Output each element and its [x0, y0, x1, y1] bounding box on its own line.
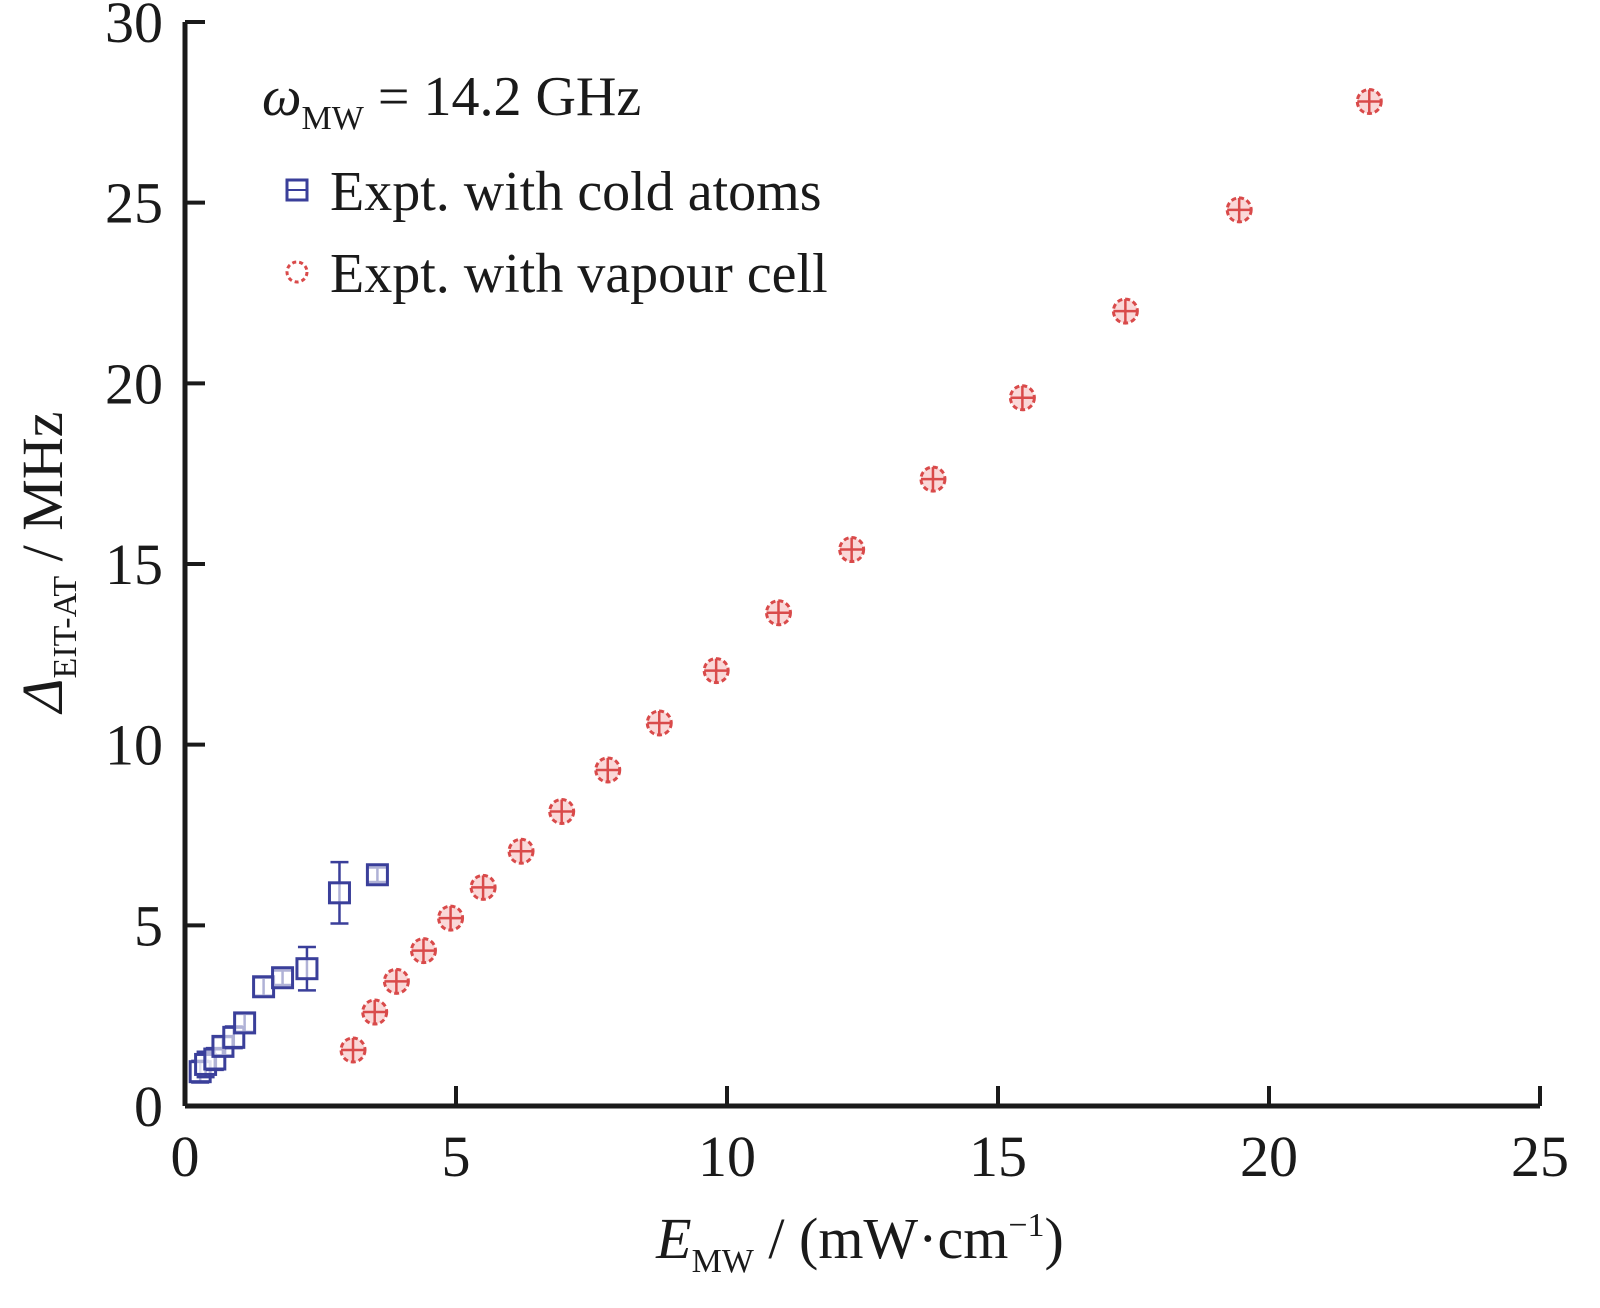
- y-axis-unit: / MHz: [10, 412, 75, 576]
- y-tick-label: 10: [105, 713, 163, 778]
- x-axis-symbol: E: [655, 1206, 691, 1271]
- data-point-square: [233, 1011, 257, 1035]
- frequency-annotation: ωMW = 14.2 GHz: [262, 66, 641, 137]
- ticks: 0 5 10 15 20 25 0 5 10 15 20 25 30: [105, 0, 1569, 1189]
- y-axis-symbol: Δ: [10, 678, 75, 714]
- data-point-square: [252, 975, 276, 999]
- annotation-subscript: MW: [302, 100, 365, 137]
- x-tick-label: 5: [442, 1124, 471, 1189]
- data-point-square: [271, 966, 295, 990]
- annotation-symbol: ω: [262, 66, 302, 128]
- y-tick-label: 25: [105, 171, 163, 236]
- y-tick-label: 0: [134, 1074, 163, 1139]
- legend-label-vapour-cell: Expt. with vapour cell: [330, 243, 828, 305]
- legend-marker-vapour-cell: [285, 260, 309, 284]
- y-tick-label: 5: [134, 893, 163, 958]
- legend-label-cold-atoms: Expt. with cold atoms: [330, 161, 822, 223]
- x-tick-label: 20: [1240, 1124, 1298, 1189]
- y-axis-title: ΔEIT-AT / MHz: [10, 412, 84, 715]
- data-point-square: [365, 863, 389, 887]
- y-tick-label: 20: [105, 351, 163, 416]
- data-points: [188, 87, 1383, 1084]
- x-axis-subscript: MW: [692, 1243, 755, 1280]
- x-axis-title: EMW / (mW·cm−1): [655, 1206, 1064, 1280]
- annotation-text: = 14.2 GHz: [364, 66, 641, 128]
- y-tick-label: 15: [105, 532, 163, 597]
- y-tick-label: 30: [105, 0, 163, 55]
- data-point-square: [295, 957, 319, 981]
- x-axis-unit: / (mW·cm: [754, 1206, 1008, 1271]
- x-axis-superscript: −1: [1008, 1207, 1044, 1244]
- x-tick-label: 25: [1511, 1124, 1569, 1189]
- x-tick-label: 10: [698, 1124, 756, 1189]
- legend: Expt. with cold atoms Expt. with vapour …: [285, 161, 828, 305]
- data-point-square: [327, 881, 351, 905]
- series-vapour-cell: [339, 87, 1383, 1064]
- x-tick-label: 15: [969, 1124, 1027, 1189]
- series-cold-atoms: [188, 860, 389, 1084]
- x-axis-close: ): [1045, 1206, 1064, 1271]
- x-tick-label: 0: [171, 1124, 200, 1189]
- y-axis-subscript: EIT-AT: [47, 576, 84, 679]
